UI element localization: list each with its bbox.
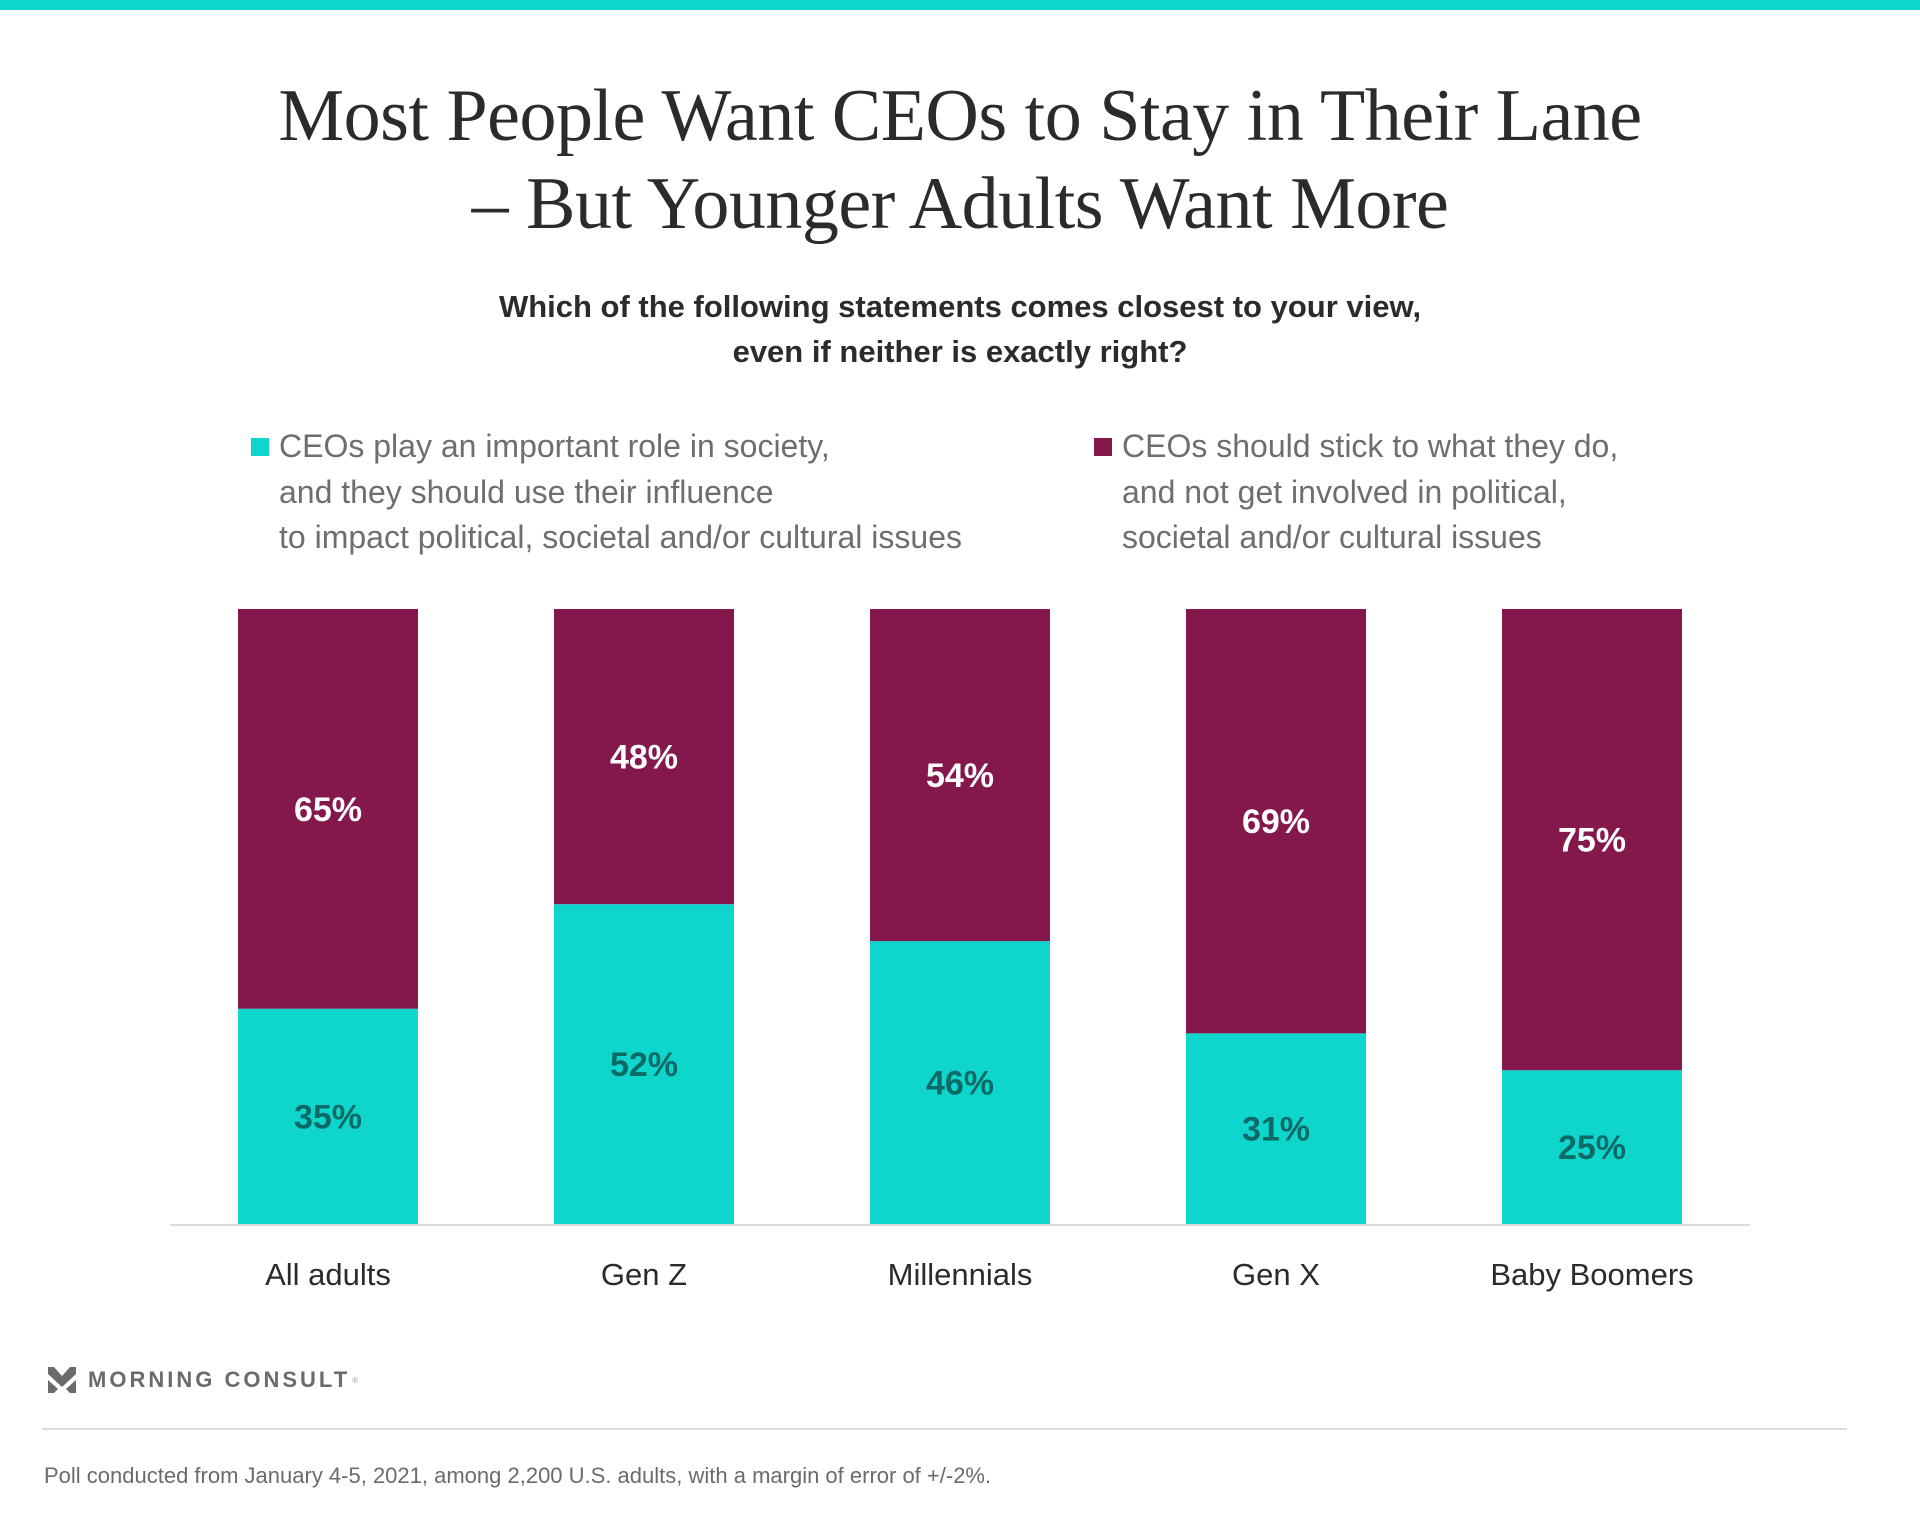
bar-stack-baby-boomers: 25% 75% [1502, 609, 1682, 1224]
methodology-note: Poll conducted from January 4-5, 2021, a… [44, 1463, 992, 1488]
bar-stack-gen-x: 31% 69% [1186, 609, 1366, 1224]
brand-logo: MORNING CONSULT ® [48, 1366, 358, 1394]
x-tick-labels: All adults Gen Z Millennials Gen X Baby Boom… [265, 1257, 1694, 1292]
legend-label-line: CEOs play an important role in society, [279, 428, 830, 464]
footer-divider [42, 1428, 1847, 1430]
bar-segment-stick-to-business [1502, 609, 1682, 1071]
bar-segment-stick-to-business [554, 609, 734, 905]
bar-stack-gen-z: 52% 48% [554, 609, 734, 1224]
brand-name: MORNING CONSULT [88, 1367, 351, 1392]
data-label: 54% [926, 757, 994, 795]
x-tick-label: Gen X [1232, 1257, 1320, 1292]
legend-label-line: societal and/or cultural issues [1122, 519, 1542, 555]
top-accent-bar [0, 0, 1920, 10]
bar-segment-use-influence [870, 941, 1050, 1224]
bar-segment-use-influence [238, 1008, 418, 1224]
bar-segment-stick-to-business [870, 609, 1050, 942]
registered-mark: ® [352, 1375, 359, 1385]
x-tick-label: Millennials [888, 1257, 1033, 1292]
data-label: 25% [1558, 1129, 1626, 1167]
bars-group: 35% 65% 52% 48% 46% 54% 31% 69% 25% 75% [238, 609, 1682, 1224]
bar-segment-use-influence [1186, 1033, 1366, 1224]
legend-label-line: to impact political, societal and/or cul… [279, 519, 962, 555]
bar-segment-stick-to-business [1186, 609, 1366, 1034]
data-label: 48% [610, 739, 678, 777]
bar-segment-use-influence [1502, 1070, 1682, 1224]
legend-label-line: and they should use their influence [279, 473, 774, 510]
chart-subtitle-line-1: Which of the following statements comes … [498, 289, 1422, 324]
bar-segment-stick-to-business [238, 609, 418, 1009]
x-tick-label: Gen Z [601, 1257, 687, 1292]
legend-label-line: CEOs should stick to what they do, [1122, 428, 1619, 464]
data-label: 31% [1242, 1111, 1310, 1149]
legend-swatch-maroon [1094, 438, 1112, 456]
chart-subtitle: Which of the following statements comes … [0, 284, 1920, 374]
chart-title: Most People Want CEOs to Stay in Their L… [0, 72, 1920, 248]
chart-title-line-2: – But Younger Adults Want More [471, 163, 1449, 245]
bar-stack-millennials: 46% 54% [870, 609, 1050, 1224]
legend-label: CEOs play an important role in society, … [279, 424, 962, 561]
x-tick-label: Baby Boomers [1490, 1257, 1693, 1292]
data-label: 69% [1242, 803, 1310, 841]
data-label: 46% [926, 1065, 994, 1103]
legend-label-line: and not get involved in political, [1122, 473, 1567, 510]
bar-stack-all-adults: 35% 65% [238, 609, 418, 1224]
data-label: 75% [1558, 822, 1626, 860]
legend-label: CEOs should stick to what they do, and n… [1122, 424, 1618, 561]
data-label: 65% [294, 791, 362, 829]
chart-subtitle-line-2: even if neither is exactly right? [732, 334, 1188, 369]
legend-swatch-teal [251, 438, 269, 456]
chart-title-line-1: Most People Want CEOs to Stay in Their L… [278, 75, 1642, 157]
morning-consult-chevron-icon [48, 1367, 76, 1393]
x-tick-label: All adults [265, 1257, 391, 1292]
data-label: 35% [294, 1098, 362, 1136]
bar-segment-use-influence [554, 904, 734, 1224]
data-label: 52% [610, 1046, 678, 1084]
